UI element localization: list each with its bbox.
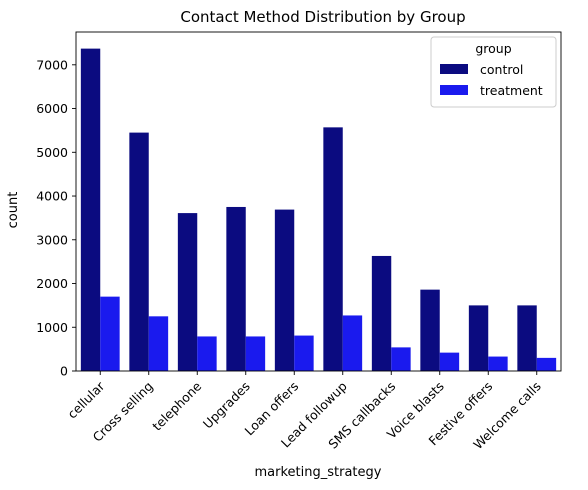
- bar-treatment-0: [100, 297, 119, 371]
- bar-control-0: [81, 49, 100, 371]
- bar-control-8: [469, 305, 488, 371]
- y-tick-label-3: 3000: [36, 232, 68, 247]
- bar-control-2: [178, 213, 197, 371]
- bar-control-7: [420, 290, 439, 371]
- bar-treatment-1: [149, 316, 168, 371]
- bar-treatment-2: [197, 336, 216, 371]
- legend-swatch-treatment: [440, 85, 468, 95]
- y-tick-label-6: 6000: [36, 101, 68, 116]
- bar-treatment-7: [440, 353, 459, 371]
- y-tick-label-2: 2000: [36, 276, 68, 291]
- legend-label-treatment: treatment: [480, 83, 543, 98]
- bar-treatment-5: [343, 315, 362, 371]
- bar-control-9: [517, 305, 536, 371]
- bar-treatment-3: [246, 336, 265, 371]
- bar-control-3: [226, 207, 245, 371]
- chart-title: Contact Method Distribution by Group: [180, 8, 465, 26]
- bar-treatment-9: [537, 358, 556, 371]
- bar-control-6: [372, 256, 391, 371]
- legend-title: group: [475, 41, 511, 56]
- y-tick-label-5: 5000: [36, 145, 68, 160]
- bar-treatment-6: [391, 347, 410, 371]
- bar-treatment-8: [488, 357, 507, 371]
- legend-swatch-control: [440, 64, 468, 74]
- y-axis-label: count: [6, 192, 21, 229]
- y-tick-label-0: 0: [60, 364, 68, 379]
- bar-control-5: [323, 127, 342, 371]
- x-axis-label: marketing_strategy: [255, 465, 382, 480]
- bar-treatment-4: [294, 336, 313, 371]
- y-tick-label-1: 1000: [36, 320, 68, 335]
- legend-label-control: control: [480, 62, 523, 77]
- legend: group control treatment: [431, 37, 556, 107]
- x-tick-label-0: cellular: [64, 378, 108, 422]
- bar-control-4: [275, 210, 294, 371]
- y-tick-label-7: 7000: [36, 57, 68, 72]
- y-tick-label-4: 4000: [36, 189, 68, 204]
- bar-control-1: [129, 133, 148, 371]
- x-tick-label-2: telephone: [149, 378, 204, 433]
